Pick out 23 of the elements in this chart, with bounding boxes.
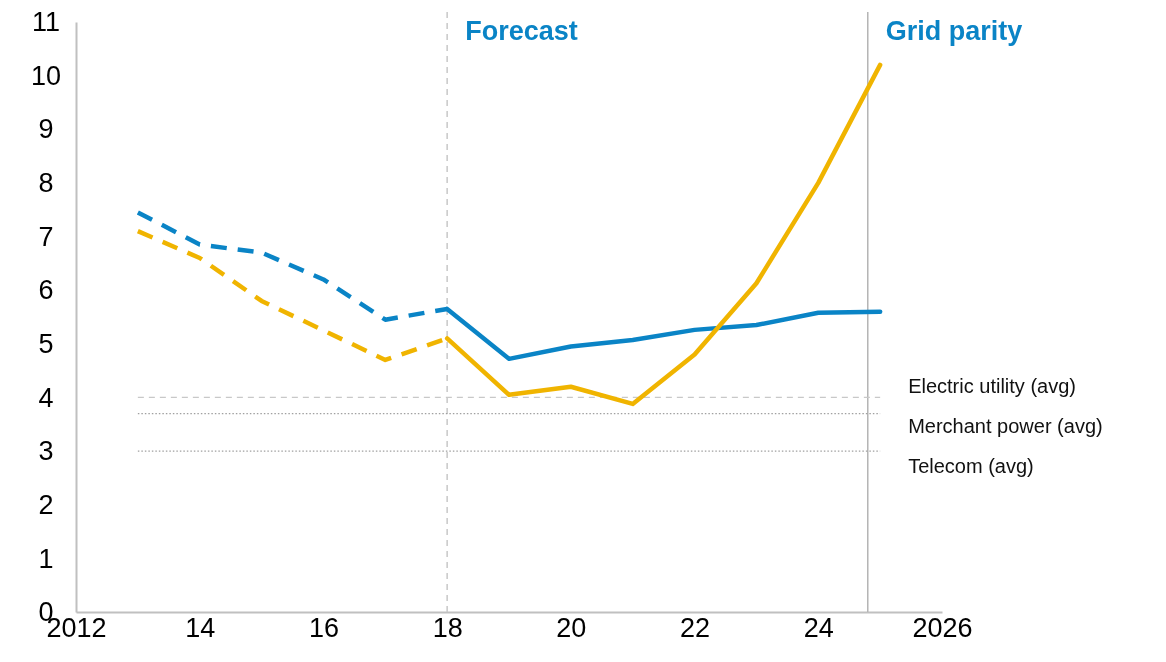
ref-line-label: Electric utility (avg) [908,375,1076,398]
ref-line-label: Forecast [465,16,578,46]
y-tick-label: 8 [38,168,54,199]
ref-line-label: Merchant power (avg) [908,415,1103,438]
y-tick-label: 11 [31,7,61,38]
x-tick-label: 2026 [912,613,973,644]
y-tick-label: 1 [38,543,54,574]
ref-line-label: Telecom (avg) [908,455,1034,478]
y-tick-label: 5 [38,328,54,359]
x-tick-label: 14 [185,613,216,644]
y-tick-label: 10 [30,60,62,91]
x-tick-label: 20 [556,613,587,644]
ref-line-label: Grid parity [885,16,1023,46]
x-tick-label: 22 [680,613,711,644]
y-tick-label: 3 [38,436,54,467]
y-tick-label: 2 [38,489,54,520]
y-tick-label: 9 [38,114,54,145]
y-tick-label: 4 [38,382,54,413]
x-tick-label: 24 [803,613,834,644]
x-tick-label: 18 [432,613,463,644]
y-tick-label: 7 [38,221,54,252]
y-tick-label: 6 [38,275,54,306]
x-tick-label: 16 [308,613,339,644]
